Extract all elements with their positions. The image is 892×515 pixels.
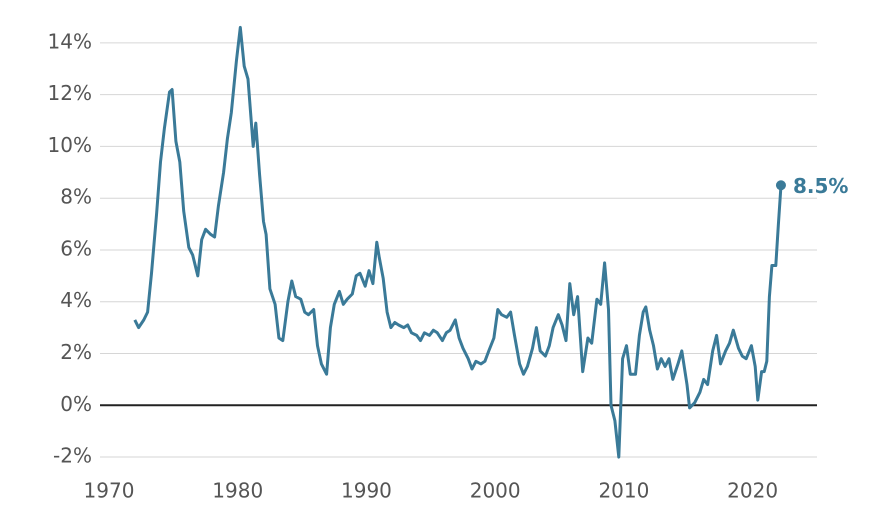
y-tick-label: 0% [60, 392, 92, 416]
x-tick-label: 1980 [212, 479, 263, 503]
line [133, 25, 783, 459]
end-point [775, 180, 786, 191]
y-tick-label: -2% [53, 444, 92, 468]
x-tick-label: 1970 [84, 479, 135, 503]
end-label: 8.5% [793, 174, 848, 198]
x-tick-label: 1990 [341, 479, 392, 503]
x-tick-label: 2000 [470, 479, 521, 503]
y-tick-label: 8% [60, 185, 92, 209]
y-tick-label: 12% [48, 81, 92, 105]
y-tick-label: 6% [60, 236, 92, 260]
y-tick-label: 4% [60, 288, 92, 312]
x-tick-label: 2010 [598, 479, 649, 503]
x-tick-label: 2020 [727, 479, 778, 503]
y-tick-label: 14% [48, 29, 92, 53]
y-tick-label: 2% [60, 340, 92, 364]
y-tick-label: 10% [48, 133, 92, 157]
